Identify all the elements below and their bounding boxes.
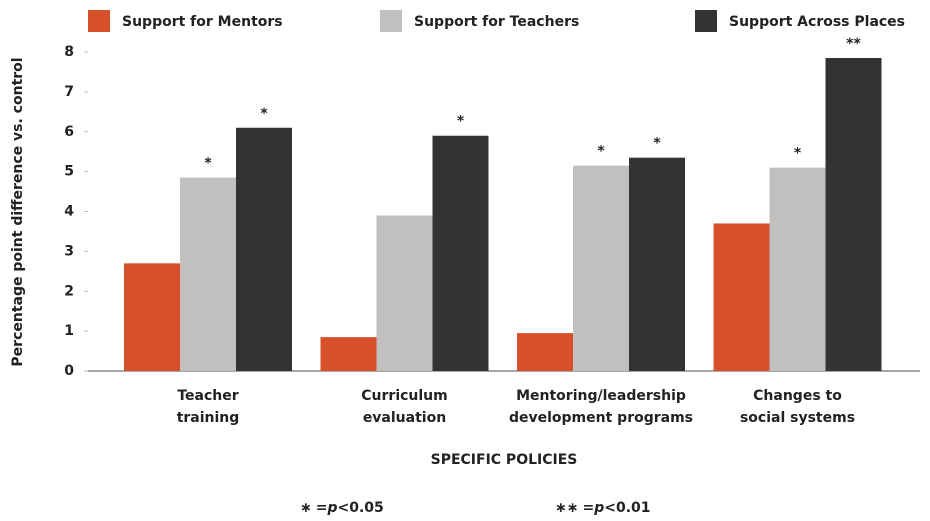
footnote-sign: =: [316, 500, 328, 516]
footnote-rest: <0.01: [604, 500, 650, 516]
significance-label: *: [653, 136, 661, 152]
x-tick-label: Teacher training: [177, 388, 240, 426]
significance-label: *: [260, 106, 268, 122]
y-tick-label: 1: [64, 323, 74, 339]
x-tick-label: Mentoring/leadership development programs: [509, 388, 693, 426]
y-tick-label: 0: [64, 363, 74, 379]
y-tick-label: 5: [64, 164, 74, 180]
bar: [573, 165, 629, 371]
x-tick-label-line: Changes to: [753, 388, 842, 404]
footnote-marker: ∗: [300, 500, 312, 516]
footnote: ∗ =p<0.05: [300, 500, 384, 516]
significance-label: *: [597, 144, 605, 160]
bar: [236, 127, 292, 371]
footnote-p: p: [593, 500, 604, 516]
bar: [517, 333, 573, 371]
legend-swatch: [695, 10, 717, 32]
x-tick-label: Curriculum evaluation: [361, 388, 447, 426]
significance-label: *: [457, 114, 465, 130]
legend-label: Support for Mentors: [122, 14, 283, 30]
y-axis-label: Percentage point difference vs. control: [10, 57, 26, 366]
footnote-p: p: [326, 500, 337, 516]
x-tick-label-line: social systems: [740, 410, 855, 426]
bar: [769, 167, 826, 371]
footnote-sign: =: [582, 500, 594, 516]
y-tick-label: 2: [64, 283, 74, 299]
bar: [320, 337, 377, 371]
x-tick-label-line: evaluation: [363, 410, 446, 426]
x-tick-label-line: Mentoring/leadership: [516, 388, 686, 404]
y-tick-label: 7: [64, 84, 74, 100]
significance-label: **: [846, 36, 861, 52]
footnote: ∗∗ =p<0.01: [555, 500, 651, 516]
x-tick-label-line: training: [177, 410, 240, 426]
bar: [629, 157, 685, 371]
y-tick-label: 6: [64, 124, 74, 140]
legend-label: Support Across Places: [729, 14, 905, 30]
bar: [713, 223, 770, 371]
legend-swatch: [88, 10, 110, 32]
bar: [376, 215, 433, 371]
legend-swatch: [380, 10, 402, 32]
bar: [432, 135, 489, 371]
legend-label: Support for Teachers: [414, 14, 579, 30]
x-tick-label: Changes to social systems: [740, 388, 855, 426]
footnote-rest: <0.05: [338, 500, 384, 516]
significance-label: *: [794, 146, 802, 162]
significance-label: *: [204, 156, 212, 172]
bar: [124, 263, 180, 371]
y-tick-label: 3: [64, 243, 74, 259]
x-tick-label-line: Teacher: [177, 388, 238, 404]
x-axis-label: SPECIFIC POLICIES: [431, 452, 578, 468]
y-tick-label: 8: [64, 44, 74, 60]
footnote-marker: ∗∗: [555, 500, 578, 516]
bar: [825, 57, 882, 371]
y-tick-label: 4: [64, 204, 74, 220]
x-tick-label-line: development programs: [509, 410, 693, 426]
x-tick-label-line: Curriculum: [361, 388, 447, 404]
bar: [180, 177, 236, 371]
